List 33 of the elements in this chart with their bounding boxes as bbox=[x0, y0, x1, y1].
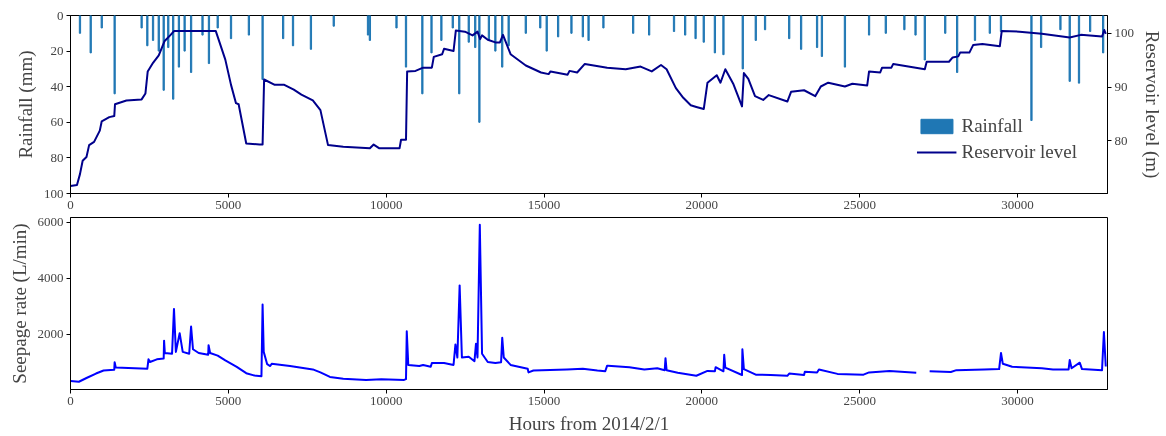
legend-label: Rainfall bbox=[961, 115, 1023, 137]
y2-tick-label: 80 bbox=[1114, 132, 1128, 148]
x-tick-label: 15000 bbox=[527, 196, 561, 212]
x-tick-label: 0 bbox=[67, 196, 74, 212]
x-tick-label: 25000 bbox=[843, 196, 876, 212]
y-tick-label: 40 bbox=[50, 78, 64, 94]
y-tick-label: 20 bbox=[50, 43, 64, 59]
x-tick-label: 30000 bbox=[1001, 392, 1034, 408]
y2-tick-label: 100 bbox=[1114, 25, 1134, 41]
line-series bbox=[70, 29, 1107, 187]
x-tick-label: 20000 bbox=[685, 392, 719, 408]
x-tick-label: 30000 bbox=[1001, 196, 1034, 212]
y-tick-label: 4000 bbox=[37, 270, 64, 286]
x-tick-label: 5000 bbox=[215, 392, 242, 408]
x-tick-label: 10000 bbox=[369, 392, 403, 408]
x-tick-label: 5000 bbox=[215, 196, 242, 212]
x-axis-title: Hours from 2014/2/1 bbox=[508, 412, 670, 434]
y-axis-title: Seepage rate (L/min) bbox=[8, 223, 31, 384]
y-tick-label: 60 bbox=[50, 114, 64, 130]
x-tick-label: 15000 bbox=[527, 392, 561, 408]
y-tick-label: 6000 bbox=[37, 214, 64, 230]
x-tick-label: 25000 bbox=[843, 392, 876, 408]
y2-axis-title: Reservoir level (m) bbox=[1141, 30, 1163, 179]
y-tick-label: 2000 bbox=[37, 326, 64, 342]
x-tick-label: 0 bbox=[67, 392, 74, 408]
legend-label: Reservoir level bbox=[961, 141, 1077, 163]
x-tick-label: 20000 bbox=[685, 196, 719, 212]
y-axis-title: Rainfall (mm) bbox=[15, 50, 37, 159]
x-tick-label: 10000 bbox=[369, 196, 403, 212]
y-tick-label: 80 bbox=[50, 149, 64, 165]
y-tick-label: 100 bbox=[44, 185, 64, 201]
y2-tick-label: 90 bbox=[1114, 79, 1128, 95]
y-tick-label: 0 bbox=[57, 7, 64, 23]
